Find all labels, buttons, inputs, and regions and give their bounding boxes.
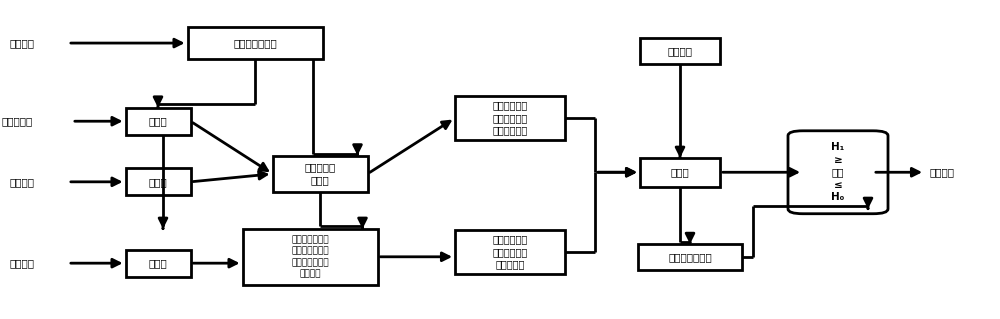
Text: 信号矩阵在干扰
正交投影矩阵的
投影对应的正交
投影矩阵: 信号矩阵在干扰 正交投影矩阵的 投影对应的正交 投影矩阵 bbox=[291, 236, 329, 278]
Text: 准白化: 准白化 bbox=[149, 116, 167, 126]
FancyBboxPatch shape bbox=[126, 168, 190, 195]
FancyBboxPatch shape bbox=[640, 158, 720, 187]
Text: H₁
≥
门限
≤
H₀: H₁ ≥ 门限 ≤ H₀ bbox=[831, 143, 845, 202]
FancyBboxPatch shape bbox=[455, 96, 565, 140]
FancyBboxPatch shape bbox=[638, 244, 742, 270]
Text: 待检测数据: 待检测数据 bbox=[2, 116, 33, 126]
Text: 干扰正交投
影矩阵: 干扰正交投 影矩阵 bbox=[304, 163, 336, 185]
Text: 虚警概率预设值: 虚警概率预设值 bbox=[668, 252, 712, 262]
Text: 待检测数据在
干扰正交投影
空间中的能量: 待检测数据在 干扰正交投影 空间中的能量 bbox=[492, 100, 528, 136]
Text: 采样协方差矩阵: 采样协方差矩阵 bbox=[233, 38, 277, 48]
FancyBboxPatch shape bbox=[788, 131, 888, 214]
Text: 干扰矩阵: 干扰矩阵 bbox=[10, 177, 35, 187]
Text: 准白化: 准白化 bbox=[149, 258, 167, 268]
Text: 检测器: 检测器 bbox=[671, 167, 689, 177]
FancyBboxPatch shape bbox=[455, 230, 565, 274]
FancyBboxPatch shape bbox=[640, 38, 720, 64]
FancyBboxPatch shape bbox=[126, 249, 190, 277]
Text: 训练样本: 训练样本 bbox=[10, 38, 35, 48]
Text: 判决输出: 判决输出 bbox=[930, 167, 955, 177]
Text: 待检测数据在
该正交投影空
间中的能量: 待检测数据在 该正交投影空 间中的能量 bbox=[492, 234, 528, 270]
FancyBboxPatch shape bbox=[126, 108, 190, 135]
FancyBboxPatch shape bbox=[272, 155, 368, 192]
Text: 准白化: 准白化 bbox=[149, 177, 167, 187]
Text: 信号矩阵: 信号矩阵 bbox=[10, 258, 35, 268]
FancyBboxPatch shape bbox=[242, 229, 378, 285]
Text: 可调参数: 可调参数 bbox=[668, 46, 692, 56]
FancyBboxPatch shape bbox=[188, 27, 322, 59]
